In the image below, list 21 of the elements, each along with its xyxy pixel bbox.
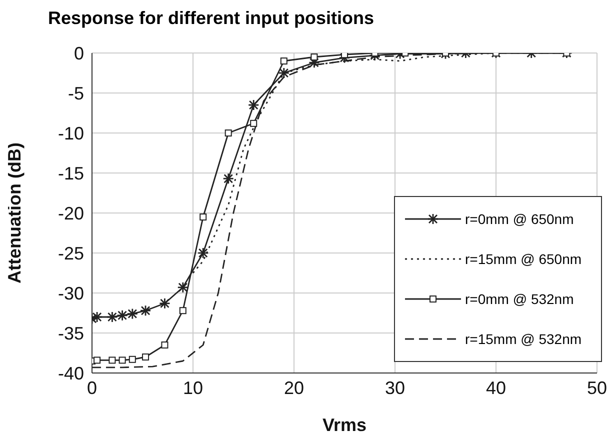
legend-label: r=15mm @ 532nm: [465, 331, 582, 347]
x-tick-label: 50: [586, 378, 608, 398]
x-tick-label: 40: [486, 378, 506, 398]
x-tick-label: 20: [284, 378, 304, 398]
chart-title: Response for different input positions: [48, 8, 376, 30]
y-tick-label: -15: [58, 163, 84, 184]
legend-label: r=0mm @ 532nm: [465, 291, 574, 307]
x-tick-label: 10: [182, 378, 204, 398]
x-tick-label: 30: [384, 378, 406, 398]
y-tick-label: 0: [74, 43, 84, 64]
legend-label: r=15mm @ 650nm: [465, 251, 582, 267]
x-axis-title: Vrms: [322, 415, 367, 435]
y-tick-label: -35: [58, 323, 84, 344]
y-tick-label: -5: [68, 83, 84, 104]
y-tick-label: -30: [58, 283, 84, 304]
x-tick-label: 0: [86, 378, 98, 398]
legend-label: r=0mm @ 650nm: [465, 211, 574, 227]
y-tick-label: -10: [58, 123, 84, 144]
y-tick-label: -20: [58, 203, 84, 224]
y-tick-label: -25: [58, 243, 84, 264]
y-tick-label: -40: [58, 363, 84, 384]
